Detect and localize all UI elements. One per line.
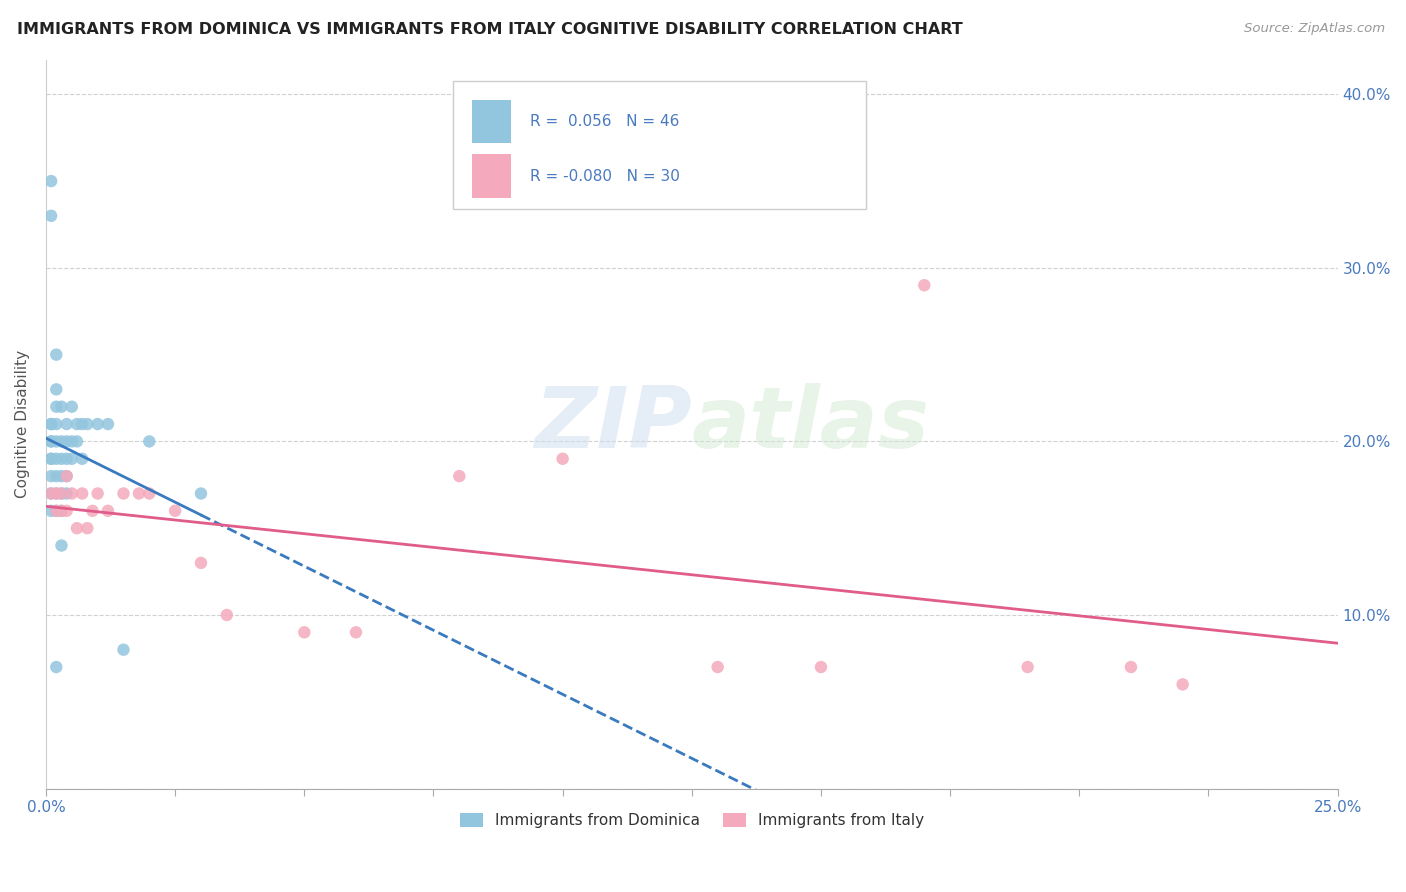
Point bbox=[55, 451, 77, 466]
Point bbox=[449, 469, 471, 483]
Point bbox=[706, 660, 728, 674]
Point bbox=[60, 400, 83, 414]
Point bbox=[190, 556, 212, 570]
Point bbox=[55, 469, 77, 483]
Point bbox=[39, 451, 62, 466]
Point bbox=[76, 417, 98, 431]
Point bbox=[344, 625, 367, 640]
Point bbox=[45, 417, 67, 431]
Point bbox=[39, 486, 62, 500]
Point bbox=[39, 434, 62, 449]
Point bbox=[51, 504, 73, 518]
Point bbox=[39, 451, 62, 466]
Point bbox=[51, 504, 73, 518]
Point bbox=[60, 486, 83, 500]
Point bbox=[39, 469, 62, 483]
Point bbox=[165, 504, 187, 518]
FancyBboxPatch shape bbox=[453, 81, 866, 209]
Point bbox=[66, 417, 89, 431]
Point bbox=[51, 400, 73, 414]
Point bbox=[51, 451, 73, 466]
Point bbox=[51, 486, 73, 500]
Point bbox=[45, 660, 67, 674]
FancyBboxPatch shape bbox=[472, 154, 510, 198]
Point bbox=[810, 660, 832, 674]
Point bbox=[55, 486, 77, 500]
Point bbox=[55, 417, 77, 431]
Point bbox=[51, 539, 73, 553]
Point bbox=[76, 521, 98, 535]
Point bbox=[112, 486, 135, 500]
Point bbox=[1017, 660, 1039, 674]
Text: Source: ZipAtlas.com: Source: ZipAtlas.com bbox=[1244, 22, 1385, 36]
Point bbox=[39, 434, 62, 449]
Point bbox=[112, 642, 135, 657]
Point bbox=[1171, 677, 1194, 691]
Point bbox=[51, 469, 73, 483]
Point bbox=[86, 486, 108, 500]
Point bbox=[70, 417, 93, 431]
Point bbox=[66, 521, 89, 535]
Point bbox=[45, 469, 67, 483]
Point bbox=[45, 382, 67, 396]
Point bbox=[66, 434, 89, 449]
Y-axis label: Cognitive Disability: Cognitive Disability bbox=[15, 350, 30, 498]
Point bbox=[215, 607, 238, 622]
Point bbox=[45, 348, 67, 362]
Point bbox=[39, 504, 62, 518]
Text: atlas: atlas bbox=[692, 383, 929, 466]
Point bbox=[39, 174, 62, 188]
Point bbox=[138, 486, 160, 500]
Point bbox=[190, 486, 212, 500]
Text: R =  0.056   N = 46: R = 0.056 N = 46 bbox=[530, 114, 679, 129]
Point bbox=[45, 486, 67, 500]
Point bbox=[82, 504, 104, 518]
Point bbox=[45, 400, 67, 414]
Text: IMMIGRANTS FROM DOMINICA VS IMMIGRANTS FROM ITALY COGNITIVE DISABILITY CORRELATI: IMMIGRANTS FROM DOMINICA VS IMMIGRANTS F… bbox=[17, 22, 963, 37]
Point bbox=[55, 504, 77, 518]
Point bbox=[292, 625, 315, 640]
Point bbox=[97, 417, 120, 431]
Point bbox=[128, 486, 150, 500]
Point bbox=[70, 486, 93, 500]
Point bbox=[39, 486, 62, 500]
Point bbox=[86, 417, 108, 431]
Point bbox=[51, 486, 73, 500]
Point bbox=[1119, 660, 1142, 674]
Text: ZIP: ZIP bbox=[534, 383, 692, 466]
Point bbox=[39, 209, 62, 223]
Point bbox=[45, 504, 67, 518]
Point bbox=[55, 434, 77, 449]
Text: R = -0.080   N = 30: R = -0.080 N = 30 bbox=[530, 169, 681, 184]
Point bbox=[551, 451, 574, 466]
Point bbox=[45, 451, 67, 466]
Point bbox=[45, 504, 67, 518]
Point bbox=[55, 469, 77, 483]
Point bbox=[39, 417, 62, 431]
Point bbox=[70, 451, 93, 466]
Point bbox=[39, 417, 62, 431]
Point bbox=[45, 434, 67, 449]
Point bbox=[45, 486, 67, 500]
Point bbox=[51, 434, 73, 449]
Point bbox=[138, 434, 160, 449]
Point bbox=[912, 278, 935, 293]
Point bbox=[60, 451, 83, 466]
Legend: Immigrants from Dominica, Immigrants from Italy: Immigrants from Dominica, Immigrants fro… bbox=[451, 805, 932, 836]
FancyBboxPatch shape bbox=[472, 100, 510, 144]
Point bbox=[97, 504, 120, 518]
Point bbox=[60, 434, 83, 449]
